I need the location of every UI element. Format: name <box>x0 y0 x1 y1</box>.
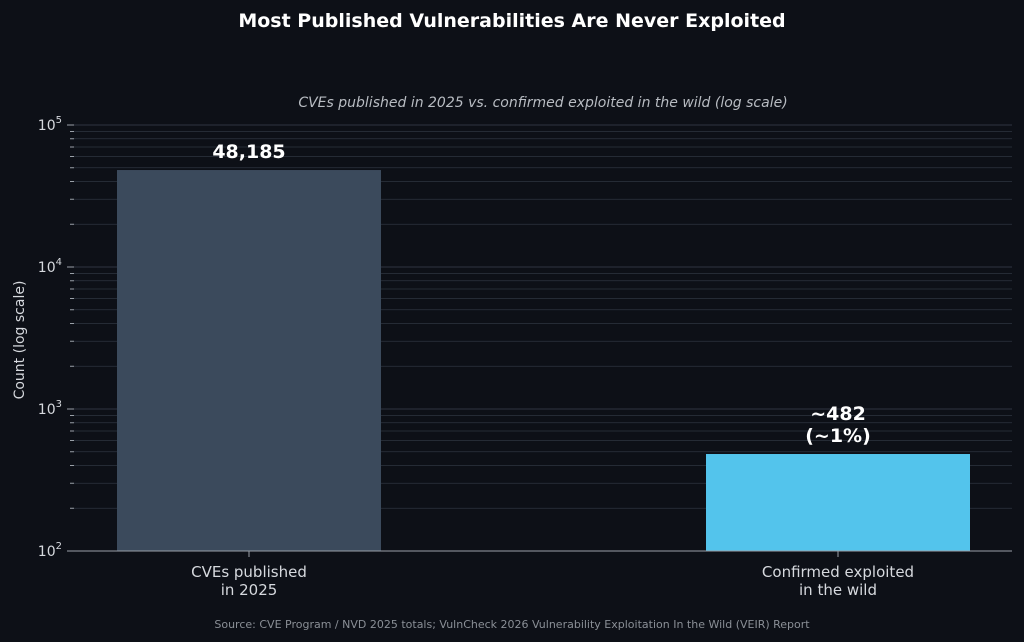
data-label: ~482 <box>810 403 866 425</box>
data-label: 48,185 <box>212 141 285 163</box>
y-axis: 102 103 104 105 <box>38 115 74 560</box>
data-labels: 48,185 ~482(~1%) <box>212 141 870 447</box>
bar-confirmed-exploited <box>706 454 970 551</box>
bar-cves-published <box>117 170 381 551</box>
x-tick-label: CVEs published <box>191 563 307 581</box>
y-tick-label: 105 <box>38 115 62 134</box>
y-tick-label: 102 <box>38 541 62 560</box>
x-tick-label: Confirmed exploited <box>762 563 914 581</box>
x-tick-label: in 2025 <box>221 581 278 599</box>
chart-title: Most Published Vulnerabilities Are Never… <box>238 10 785 32</box>
y-tick-label: 103 <box>38 399 62 418</box>
data-label: (~1%) <box>805 425 871 447</box>
chart-subtitle: CVEs published in 2025 vs. confirmed exp… <box>298 95 787 111</box>
y-tick-label: 104 <box>38 257 62 276</box>
source-note: Source: CVE Program / NVD 2025 totals; V… <box>214 618 810 631</box>
bars <box>117 170 970 551</box>
y-axis-label: Count (log scale) <box>12 281 28 400</box>
x-tick-label: in the wild <box>799 581 877 599</box>
